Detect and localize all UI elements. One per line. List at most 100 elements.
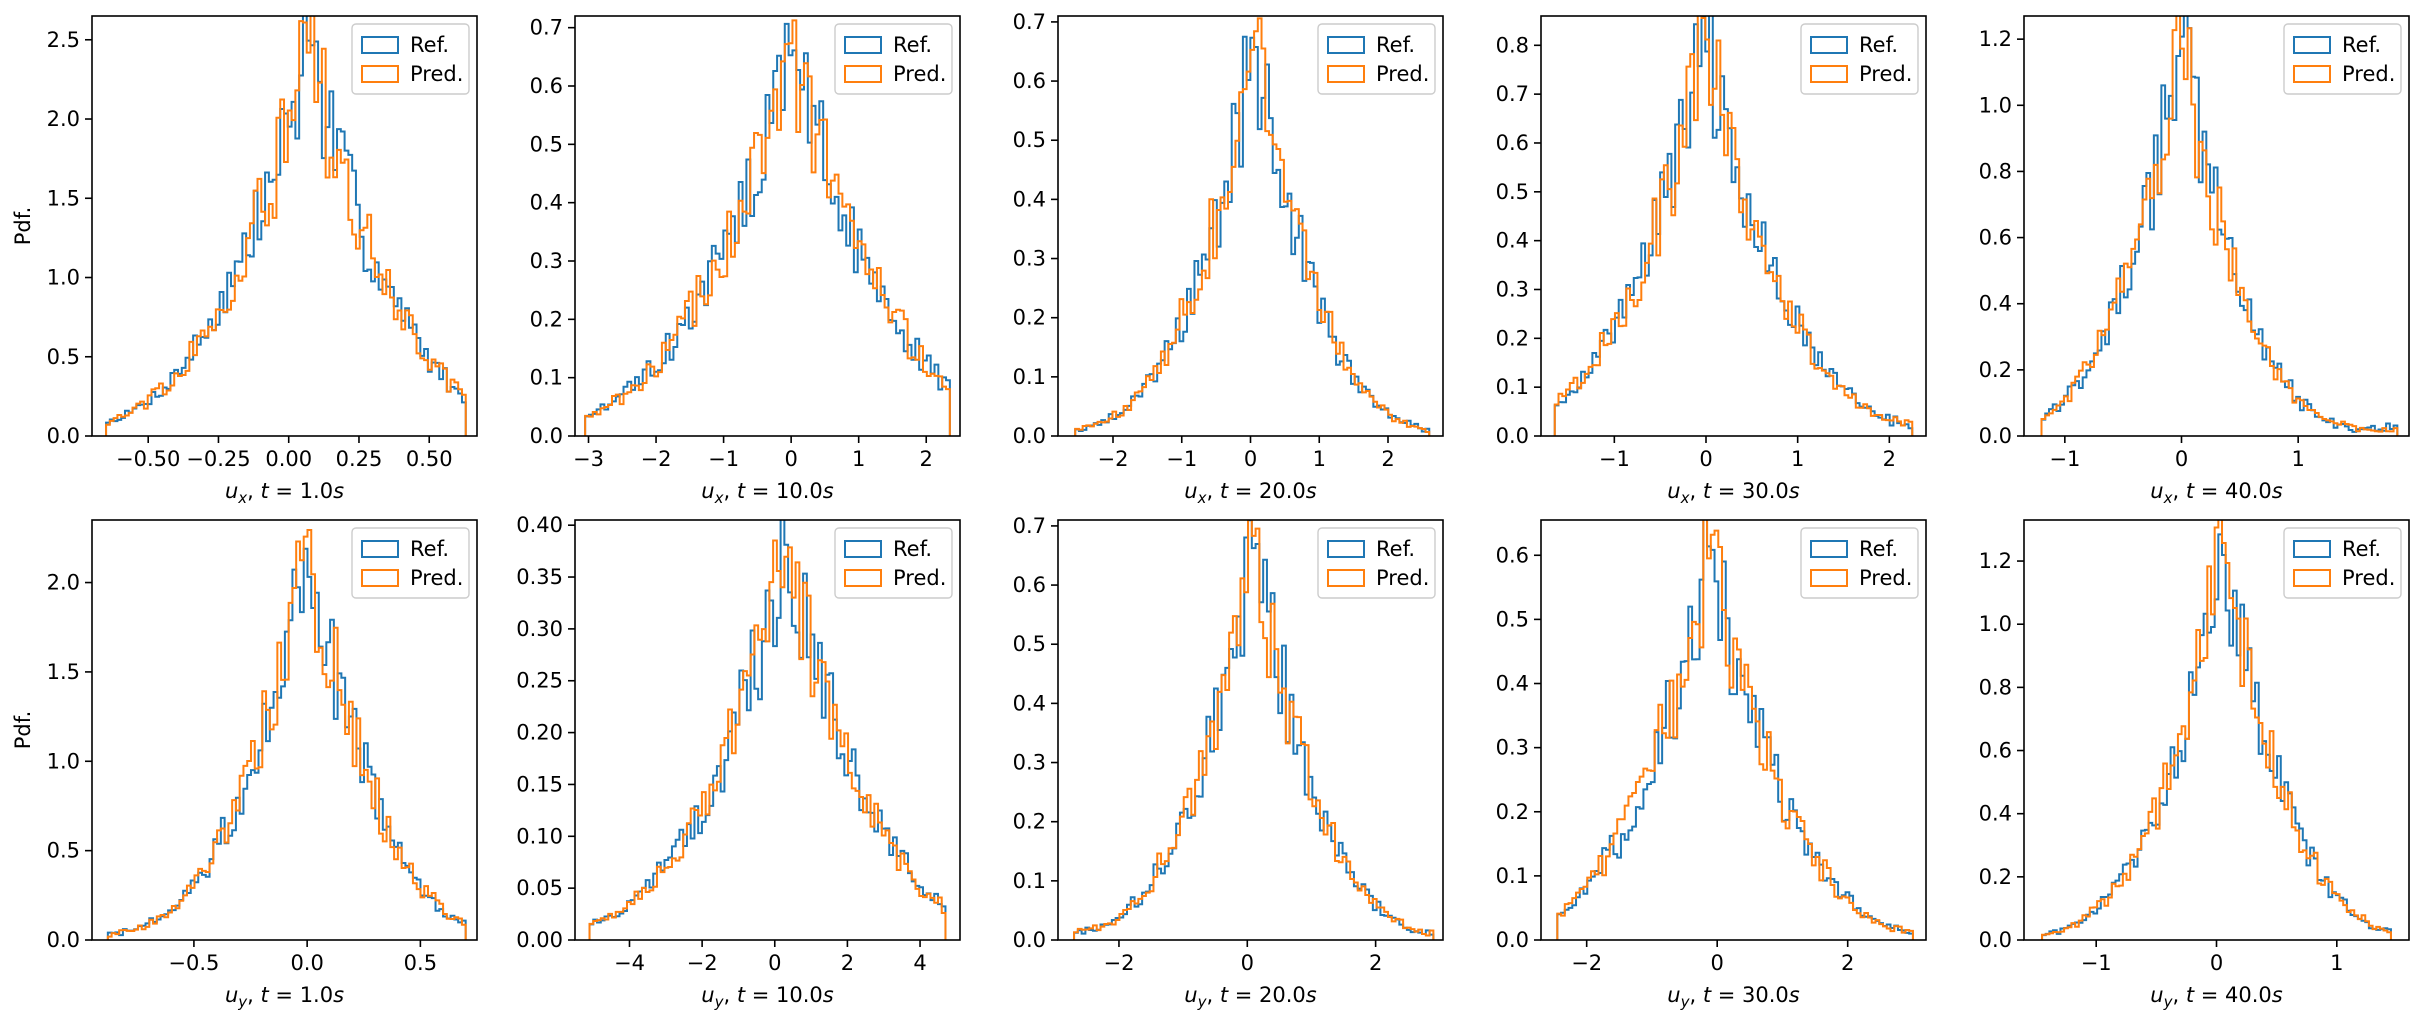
x-tick-label: 1 — [852, 447, 865, 471]
y-tick-label: 0.0 — [47, 424, 80, 448]
ref-histogram-step — [105, 16, 467, 436]
legend-box — [2283, 527, 2402, 599]
y-tick-label: 0.25 — [516, 669, 563, 693]
subplot-uy-t20.0: −2 0 2 0.0 0.1 0.2 0.3 0.4 0.5 0.6 0.7 uy, t = 20.0… — [1013, 514, 1444, 1011]
x-tick-label: 2 — [1841, 951, 1854, 975]
axes-frame — [2023, 15, 2410, 437]
legend-pred-label: Pred. — [2342, 566, 2395, 590]
legend-box — [1800, 23, 1919, 95]
y-tick-label: 1.0 — [47, 266, 80, 290]
x-tick-label: −2 — [687, 951, 718, 975]
x-tick-label: 0 — [1244, 447, 1257, 471]
x-tick-label: 0 — [1699, 447, 1712, 471]
y-tick-label: 0.0 — [1496, 928, 1529, 952]
legend-pred-swatch — [844, 569, 882, 587]
x-tick-label: 1 — [2330, 951, 2343, 975]
y-tick-label: 0.15 — [516, 772, 563, 796]
legend-box — [834, 527, 953, 599]
y-tick-label: 0.0 — [1013, 424, 1046, 448]
legend: Ref. Pred. — [1317, 527, 1436, 599]
y-tick-label: 2.0 — [47, 107, 80, 131]
y-tick-label: 0.5 — [530, 132, 563, 156]
y-tick-label: 0.35 — [516, 565, 563, 589]
x-tick-label: 0.25 — [336, 447, 383, 471]
y-tick-label: 0.1 — [1013, 869, 1046, 893]
legend-ref-label: Ref. — [410, 33, 449, 57]
y-tick-label: 0.20 — [516, 721, 563, 745]
ref-histogram-step — [1073, 520, 1435, 940]
y-tick-label: 0.4 — [1013, 691, 1046, 715]
x-tick-label: 0.50 — [406, 447, 453, 471]
x-tick-label: 0 — [2175, 447, 2188, 471]
x-tick-label: 2 — [1369, 951, 1382, 975]
legend: Ref. Pred. — [834, 527, 953, 599]
pred-histogram-step — [2041, 520, 2392, 940]
x-tick-label: −1 — [1166, 447, 1197, 471]
y-tick-label: 0.6 — [1979, 226, 2012, 250]
legend-ref-swatch — [361, 540, 399, 558]
legend: Ref. Pred. — [1800, 527, 1919, 599]
x-tick-label: 0 — [768, 951, 781, 975]
legend-box — [834, 23, 953, 95]
subplot-ux-t30.0: −1 0 1 2 0.0 0.1 0.2 0.3 0.4 0.5 0.6 0.7 0.8 ux, t = … — [1496, 15, 1927, 507]
y-tick-label: 0.0 — [1013, 928, 1046, 952]
x-tick-label: −2 — [641, 447, 672, 471]
x-tick-label: −1 — [2081, 951, 2112, 975]
pred-histogram-step — [1073, 520, 1435, 940]
y-tick-label: 0.7 — [1013, 514, 1046, 538]
y-tick-label: 0.4 — [1979, 802, 2012, 826]
y-tick-label: 0.4 — [1496, 672, 1529, 696]
legend-pred-swatch — [1327, 569, 1365, 587]
legend-ref-swatch — [844, 36, 882, 54]
y-tick-label: 1.0 — [1979, 612, 2012, 636]
axes-frame — [91, 519, 478, 941]
subplot-ux-t10.0: −3 −2 −1 0 1 2 0.0 0.1 0.2 0.3 0.4 0.5 0.6 0.7 ux, t =… — [530, 15, 961, 507]
subplot-uy-t40.0: −1 0 1 0.0 0.2 0.4 0.6 0.8 1.0 1.2 uy, t = 40.0s Re… — [1979, 519, 2410, 1011]
legend-pred-label: Pred. — [1376, 566, 1429, 590]
x-tick-label: 0 — [1241, 951, 1254, 975]
legend-ref-label: Ref. — [1859, 537, 1898, 561]
ref-histogram-step — [1074, 35, 1431, 436]
x-tick-label: −2 — [1098, 447, 1129, 471]
y-tick-label: 0.6 — [1013, 69, 1046, 93]
legend: Ref. Pred. — [2283, 23, 2402, 95]
y-tick-label: 0.7 — [530, 16, 563, 40]
y-tick-label: 1.0 — [47, 749, 80, 773]
legend-box — [2283, 23, 2402, 95]
pred-histogram-step — [588, 539, 947, 940]
legend-pred-label: Pred. — [893, 566, 946, 590]
legend-ref-swatch — [361, 36, 399, 54]
legend: Ref. Pred. — [351, 23, 470, 95]
x-tick-label: 2 — [920, 447, 933, 471]
subplot-uy-t1.0: −0.5 0.0 0.5 0.0 0.5 1.0 1.5 2.0 uy, t = 1.0s Pdf… — [11, 519, 478, 1011]
legend-ref-swatch — [1327, 540, 1365, 558]
x-axis-label: uy, t = 30.0s — [1667, 983, 1800, 1011]
x-tick-label: 0.0 — [290, 951, 323, 975]
y-tick-label: 1.5 — [47, 660, 80, 684]
legend: Ref. Pred. — [1317, 23, 1436, 95]
x-tick-label: −2 — [1571, 951, 1602, 975]
y-tick-label: 0.2 — [1979, 865, 2012, 889]
x-axis-label: ux, t = 20.0s — [1184, 479, 1317, 507]
y-tick-label: 0.0 — [1979, 424, 2012, 448]
x-axis-label: uy, t = 10.0s — [701, 983, 834, 1011]
legend-ref-swatch — [1810, 36, 1848, 54]
pred-histogram-step — [2040, 16, 2399, 436]
legend-pred-swatch — [1810, 65, 1848, 83]
y-tick-label: 0.5 — [1013, 632, 1046, 656]
x-tick-label: −0.50 — [116, 447, 180, 471]
y-tick-label: 1.2 — [1979, 549, 2012, 573]
axes-frame — [91, 15, 478, 437]
legend-box — [1317, 527, 1436, 599]
subplot-ux-t40.0: −1 0 1 0.0 0.2 0.4 0.6 0.8 1.0 1.2 ux, t = 40.0s Re… — [1979, 15, 2410, 507]
y-tick-label: 0.5 — [1496, 180, 1529, 204]
legend-ref-label: Ref. — [1376, 537, 1415, 561]
y-tick-label: 0.5 — [1496, 607, 1529, 631]
y-tick-label: 0.6 — [1496, 131, 1529, 155]
y-tick-label: 0.2 — [1496, 800, 1529, 824]
y-tick-label: 0.5 — [1013, 128, 1046, 152]
y-tick-label: 0.3 — [1013, 751, 1046, 775]
axes-frame — [1540, 519, 1927, 941]
legend-pred-swatch — [844, 65, 882, 83]
y-tick-label: 0.0 — [1496, 424, 1529, 448]
